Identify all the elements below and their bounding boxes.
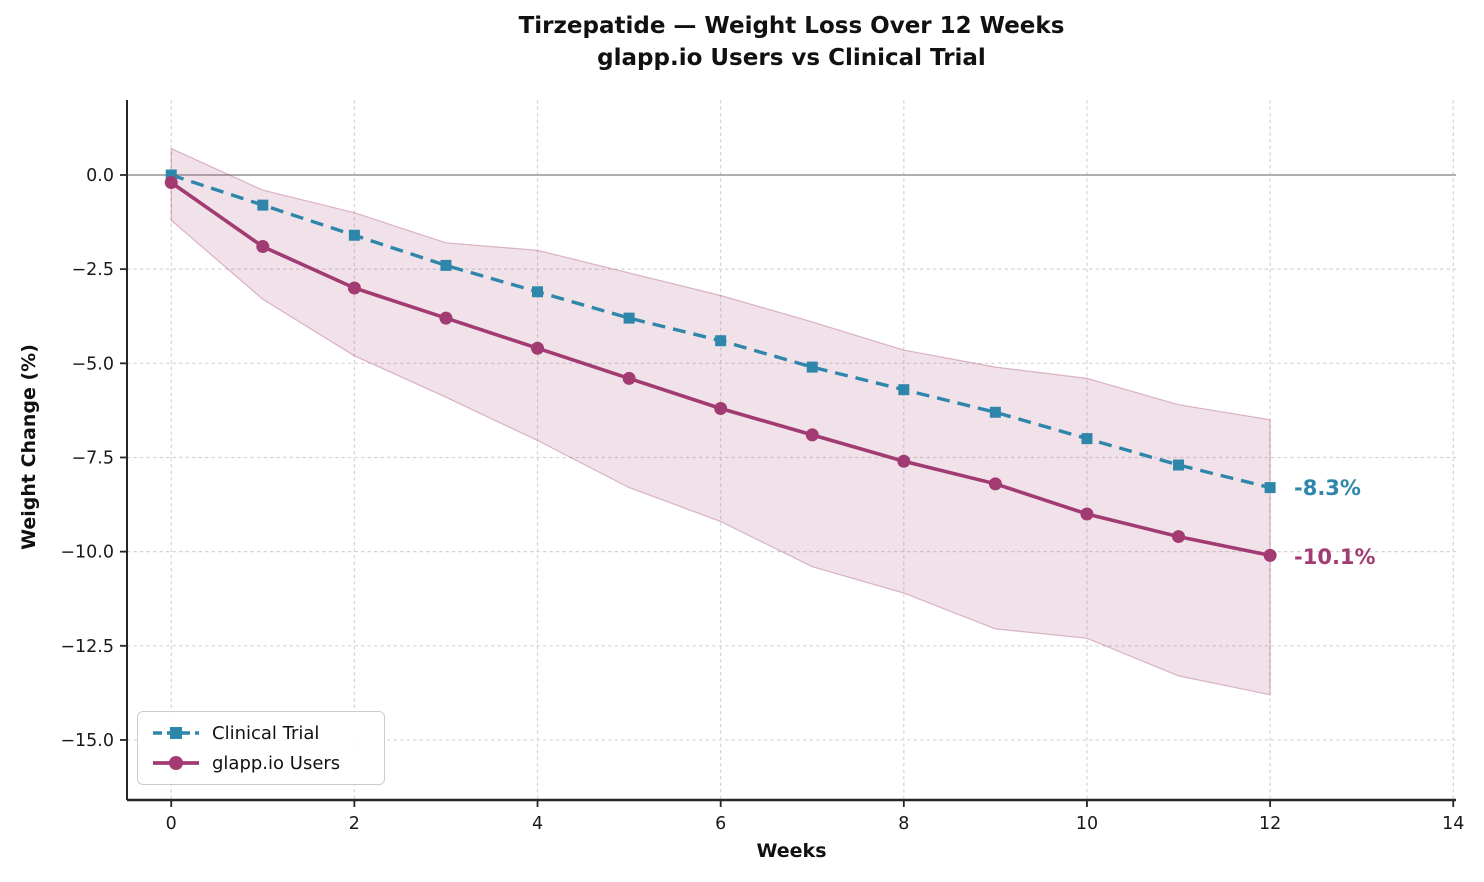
confidence-band <box>170 147 1271 696</box>
y-tick-label: −5.0 <box>72 354 115 374</box>
glapp-users-marker <box>1080 507 1094 521</box>
glapp-users-swatch-icon <box>153 756 199 770</box>
clinical-trial-marker <box>1173 459 1185 471</box>
chart-title: Tirzepatide — Weight Loss Over 12 Weeks … <box>127 11 1456 74</box>
glapp-users-marker <box>622 371 636 385</box>
y-axis-label: Weight Change (%) <box>18 344 40 550</box>
clinical-trial-swatch-icon <box>153 727 199 739</box>
x-tick-label: 6 <box>715 814 726 834</box>
clinical-trial-marker <box>257 199 269 211</box>
glapp-users-marker <box>531 341 545 355</box>
y-tick-label: −15.0 <box>60 731 114 751</box>
x-axis-label: Weeks <box>756 840 827 862</box>
glapp-users-marker <box>805 428 819 442</box>
x-tick-label: 14 <box>1442 814 1464 834</box>
clinical-trial-line <box>165 169 1276 494</box>
glapp-users-marker <box>164 176 178 190</box>
clinical-trial-marker <box>1081 433 1093 445</box>
x-tick-label: 2 <box>349 814 360 834</box>
x-tick-label: 4 <box>532 814 543 834</box>
glapp-users-marker <box>988 477 1002 491</box>
legend: Clinical Trial glapp.io Users <box>137 711 385 785</box>
glapp-users-marker <box>347 281 361 295</box>
legend-label-clinical-trial: Clinical Trial <box>212 722 320 744</box>
clinical-trial-marker <box>806 361 818 373</box>
chart-title-line2: glapp.io Users vs Clinical Trial <box>597 44 986 71</box>
y-tick-label: −2.5 <box>72 260 115 280</box>
clinical-end-label: -8.3% <box>1294 476 1361 500</box>
clinical-trial-marker <box>1264 482 1276 494</box>
legend-item-glapp-users: glapp.io Users <box>152 752 370 774</box>
glapp-users-marker <box>714 402 728 416</box>
x-tick-label: 8 <box>898 814 909 834</box>
legend-label-glapp-users: glapp.io Users <box>212 752 341 774</box>
legend-item-clinical-trial: Clinical Trial <box>152 722 370 744</box>
x-tick-label: 0 <box>166 814 177 834</box>
chart-title-line1: Tirzepatide — Weight Loss Over 12 Weeks <box>518 13 1065 39</box>
clinical-trial-marker <box>440 259 452 271</box>
clinical-trial-marker <box>348 229 360 241</box>
glapp-users-marker <box>439 311 453 325</box>
x-tick-label: 10 <box>1076 814 1098 834</box>
clinical-trial-marker <box>898 384 910 396</box>
clinical-trial-marker <box>165 169 177 181</box>
y-tick-label: −7.5 <box>72 448 115 468</box>
tick-marks: 0 2 4 6 8 10 12 14 0.0 −2.5 −5.0 −7.5 −10.0 −12.5 −15.… <box>60 166 1464 834</box>
y-tick-label: 0.0 <box>86 166 114 186</box>
glapp-users-marker <box>256 240 270 254</box>
glapp-users-marker <box>897 454 911 468</box>
y-tick-label: −12.5 <box>60 637 114 657</box>
glapp-users-marker <box>1263 548 1277 562</box>
clinical-trial-marker <box>989 406 1001 418</box>
y-tick-label: −10.0 <box>60 543 114 563</box>
glapp-end-label: -10.1% <box>1294 545 1376 569</box>
glapp-users-marker <box>1172 530 1186 544</box>
clinical-trial-marker <box>532 286 544 298</box>
x-tick-label: 12 <box>1259 814 1281 834</box>
glapp-users-line <box>164 176 1277 562</box>
clinical-trial-marker <box>623 312 635 324</box>
clinical-trial-marker <box>715 335 727 347</box>
